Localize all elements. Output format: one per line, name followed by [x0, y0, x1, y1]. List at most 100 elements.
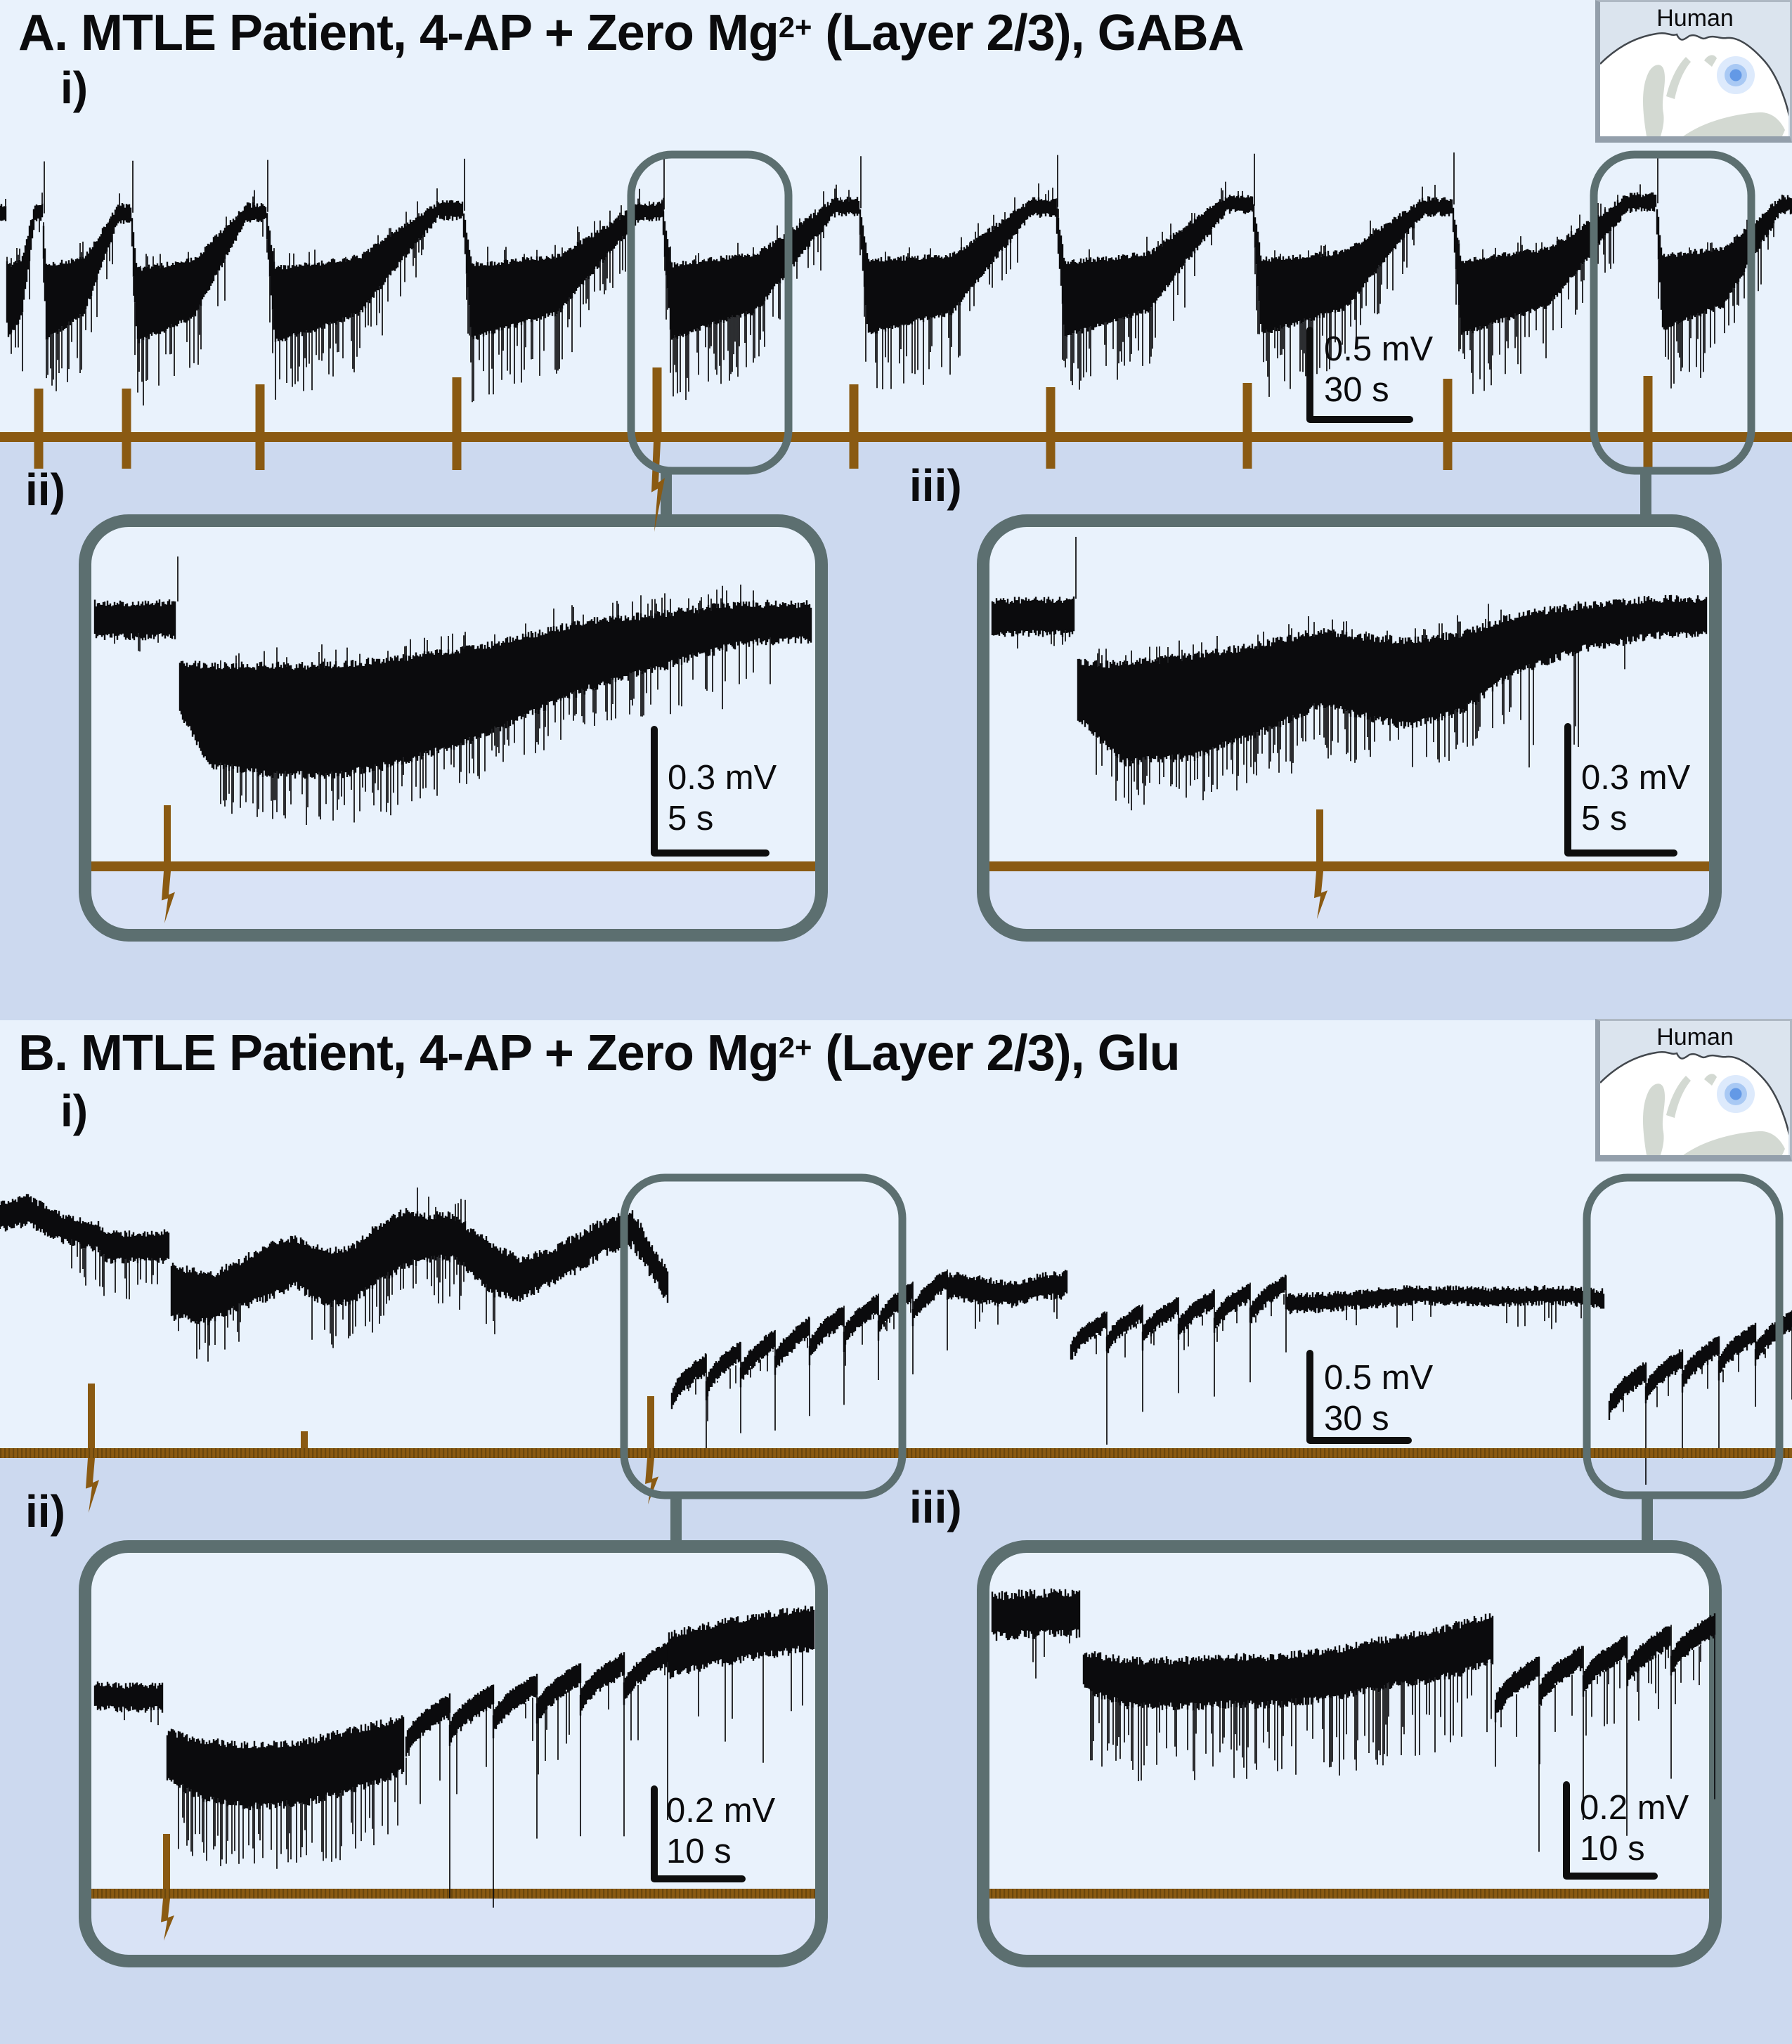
panel-b-inset-iii-scale-voltage: 0.2 mV	[1580, 1789, 1689, 1827]
panel-a-title-suffix: (Layer 2/3), GABA	[812, 5, 1244, 61]
trace-a-ii	[93, 599, 812, 779]
callout-rect-3	[620, 1173, 907, 1499]
panel-b-background	[0, 1020, 1792, 1458]
panel-a-title-prefix: A. MTLE Patient, 4-AP + Zero Mg	[18, 5, 779, 61]
callout-rect-4	[1583, 1173, 1784, 1499]
scale-bars	[651, 327, 1677, 1882]
inset-b-ii-stim-line	[91, 1889, 815, 1899]
stim-artifact-down	[162, 871, 175, 923]
stim-line-a-tick	[34, 389, 44, 469]
stim-line-a-tick	[652, 367, 662, 442]
human-badge-panel-a: Human	[1595, 0, 1792, 143]
trace-b-ii	[93, 1606, 815, 1811]
callout-stem-1	[661, 469, 672, 520]
human-badge-panel-b: Human	[1595, 1019, 1792, 1161]
trace-a-ii-spikes	[114, 556, 771, 825]
callout-rect-2	[1590, 150, 1755, 475]
stim-line-a-tick	[1242, 383, 1252, 469]
panel-b-title-superscript: 2+	[778, 1031, 812, 1065]
trace-b-iii-spikes	[1032, 1614, 1715, 1852]
trace-a-i-spikes	[5, 151, 1774, 406]
callout-rect-1	[627, 150, 793, 475]
brain-sulcus	[1666, 57, 1691, 99]
stim-artifact-down	[1314, 871, 1327, 919]
inset-b-iii-stim-line	[989, 1889, 1709, 1899]
brain-sulcus	[1704, 1074, 1717, 1086]
scalebar-b-iii	[1563, 1781, 1658, 1880]
stim-artifact-down	[645, 1458, 658, 1504]
human-badge-label: Human	[1656, 5, 1734, 32]
inset-boxes	[79, 514, 1722, 1967]
scalebar-b-ii	[651, 1785, 746, 1882]
panel-a-inset-iii-scale-time: 5 s	[1581, 800, 1628, 838]
brain-outline	[1600, 32, 1788, 117]
panel-a-main-scale-time: 30 s	[1324, 371, 1389, 409]
stim-line-a-tick	[1643, 376, 1653, 470]
panel-b-main-scale-time: 30 s	[1324, 1400, 1389, 1438]
inset-b-iii-border	[977, 1540, 1722, 1967]
scalebar-a-ii	[651, 726, 770, 857]
stim-line-a-tick	[255, 384, 265, 470]
recording-site-marker	[1729, 69, 1742, 82]
stim-line-a-tick	[122, 389, 131, 469]
panel-a-title: A. MTLE Patient, 4-AP + Zero Mg2+ (Layer…	[18, 5, 1245, 61]
stim-line-a	[0, 432, 1792, 442]
callout-stem-3	[670, 1494, 682, 1540]
stim-artifact-up	[164, 805, 171, 861]
inset-b-ii-fill	[91, 1553, 815, 1955]
scalebar-a-iii	[1564, 723, 1677, 857]
panel-a-title-superscript: 2+	[778, 11, 812, 44]
trace-a-iii	[991, 594, 1708, 767]
trace-a-i	[0, 192, 1792, 344]
stim-line-a-tick	[1046, 387, 1056, 469]
stim-artifact-down	[86, 1458, 99, 1513]
stimulus-lines	[0, 367, 1792, 1941]
stim-line-b	[0, 1448, 1792, 1458]
panel-b-label-iii: iii)	[909, 1482, 962, 1532]
panel-b-inset-ii-scale-time: 10 s	[666, 1833, 732, 1870]
brain-sulcus	[1666, 1076, 1691, 1118]
human-badge-label: Human	[1656, 1024, 1734, 1050]
panel-a-inset-ii-scale-voltage: 0.3 mV	[668, 759, 777, 797]
inset-a-ii-border	[79, 514, 828, 942]
inset-b-iii-fill	[989, 1553, 1709, 1955]
stim-line-a-tick	[452, 377, 462, 470]
panel-a-main-scale-voltage: 0.5 mV	[1324, 330, 1434, 368]
brain-sulcus	[1683, 1131, 1785, 1155]
brain-sulcus	[1704, 55, 1717, 67]
stim-artifact-up	[88, 1384, 95, 1448]
inset-a-ii-stim-line	[91, 861, 815, 871]
panel-a-inset-ii-scale-time: 5 s	[668, 800, 714, 838]
callout-stem-4	[1642, 1494, 1653, 1540]
panel-a-label-ii: ii)	[25, 464, 65, 515]
human-brain-icon	[1600, 32, 1788, 136]
trace-b-i	[0, 1194, 1792, 1420]
brain-sulcus	[1683, 112, 1785, 136]
panel-a-inset-iii-scale-voltage: 0.3 mV	[1581, 759, 1691, 797]
stim-artifact-up	[301, 1431, 308, 1448]
stim-artifact-down	[161, 1899, 174, 1941]
stim-artifact-up	[163, 1834, 170, 1889]
voltage-traces	[0, 151, 1792, 1908]
recording-site-marker	[1729, 1088, 1742, 1100]
human-brain-icon	[1600, 1051, 1788, 1155]
stim-artifact-up	[1316, 809, 1323, 861]
inset-a-ii-lower-strip	[91, 871, 815, 929]
panel-b-inset-iii-scale-time: 10 s	[1580, 1830, 1645, 1868]
inset-b-ii-border	[79, 1540, 828, 1967]
callout-stem-2	[1640, 469, 1651, 520]
panel-b-label-i: i)	[60, 1086, 89, 1136]
brain-outline	[1600, 1051, 1788, 1135]
panel-a-label-iii: iii)	[909, 460, 962, 511]
scalebar-b-main	[1306, 1350, 1412, 1444]
callout-rectangles	[620, 150, 1784, 1499]
trace-b-ii-spikes	[124, 1642, 803, 1908]
panel-b-title-suffix: (Layer 2/3), Glu	[812, 1025, 1180, 1081]
inset-b-ii-lower-strip	[91, 1899, 815, 1955]
inset-b-iii-lower-strip	[989, 1899, 1709, 1955]
panel-b-title-prefix: B. MTLE Patient, 4-AP + Zero Mg	[18, 1025, 779, 1081]
trace-b-iii	[991, 1588, 1716, 1723]
trace-b-i-spikes	[71, 1187, 1792, 1485]
callout-connectors	[661, 469, 1653, 1540]
